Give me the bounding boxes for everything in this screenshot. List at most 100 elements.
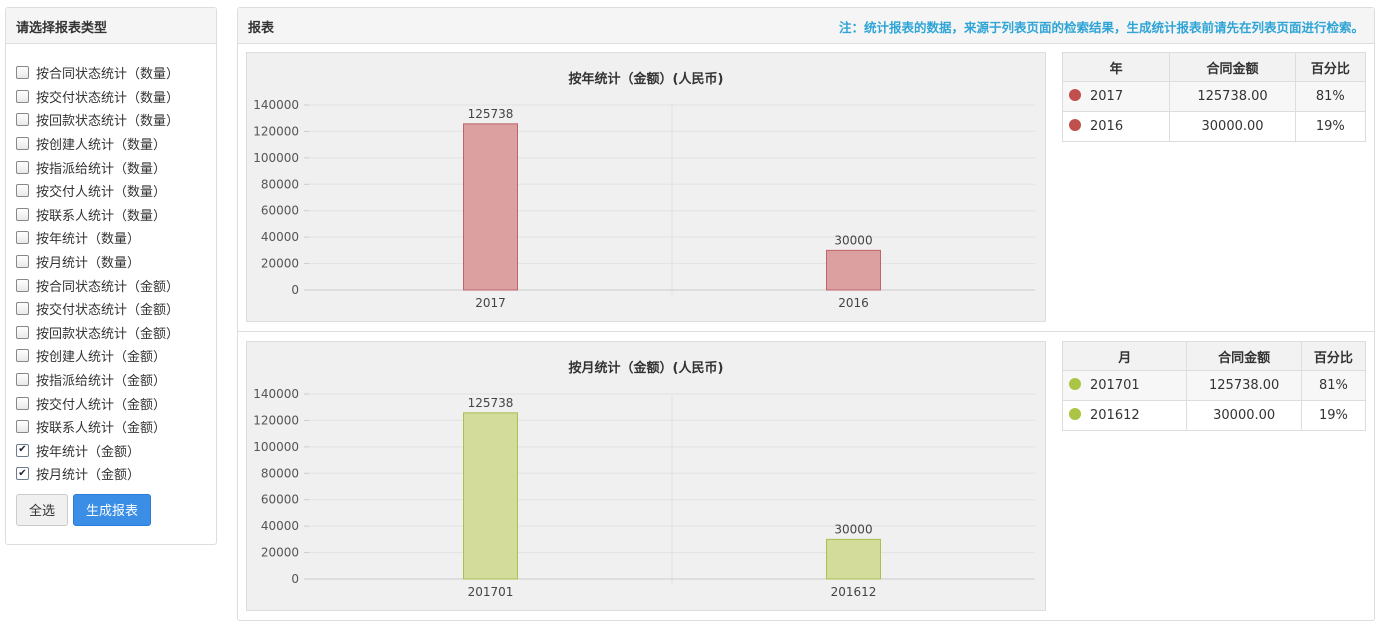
report-type-option-label: 按交付状态统计（数量） [36,90,180,106]
row-label: 201701 [1090,378,1140,393]
x-tick-label: 2016 [838,296,869,310]
report-panel-title: 报表 [248,21,275,36]
report-panel: 报表 注：统计报表的数据，来源于列表页面的检索结果，生成统计报表前请先在列表页面… [237,7,1375,621]
checkbox[interactable] [16,396,29,410]
y-tick-label: 120000 [253,124,299,138]
report-type-option-label: 按创建人统计（金额） [36,350,167,366]
report-type-option[interactable]: 按联系人统计（数量） [16,203,216,227]
month-amount-table: 月 合同金额 百分比 201701 125738.00 81% 201612 3… [1061,341,1367,431]
y-tick-label: 100000 [253,440,299,454]
y-tick-label: 60000 [261,493,299,507]
report-type-option[interactable]: ✔ 按年统计（金额） [16,439,216,463]
checkbox[interactable] [16,231,29,245]
checkbox[interactable] [16,113,29,127]
report-type-option-label: 按联系人统计（金额） [36,421,167,437]
y-tick-label: 0 [291,283,299,297]
month-amount-chart: 按月统计（金额）(人民币) 0 20000 40000 60000 80000 100000… [246,341,1046,611]
report-note: 注：统计报表的数据，来源于列表页面的检索结果，生成统计报表前请先在列表页面进行检… [838,20,1364,35]
table-header: 百分比 [1294,52,1367,82]
report-type-option[interactable]: 按年统计（数量） [16,226,216,250]
row-label: 2017 [1090,89,1124,104]
month-report-section: 按月统计（金额）(人民币) 0 20000 40000 60000 80000 100000… [238,333,1374,621]
report-type-option[interactable]: 按合同状态统计（数量） [16,61,216,85]
report-type-option-label: 按交付人统计（金额） [36,397,167,413]
table-row: 201701 125738.00 81% [1061,370,1367,401]
checkbox[interactable] [16,160,29,174]
report-type-option[interactable]: 按交付人统计（金额） [16,391,216,415]
report-type-option[interactable]: 按合同状态统计（金额） [16,273,216,297]
chart-title: 按月统计（金额）(人民币) [569,360,724,376]
y-tick-label: 20000 [261,257,299,271]
checkbox[interactable] [16,255,29,269]
generate-report-button[interactable]: 生成报表 [73,493,151,526]
row-percent: 81% [1294,81,1367,112]
report-type-option[interactable]: 按回款状态统计（金额） [16,321,216,345]
checkbox[interactable] [16,302,29,316]
checkbox-checked[interactable]: ✔ [16,467,29,481]
series-color-dot [1069,408,1081,420]
report-type-option[interactable]: ✔ 按月统计（金额） [16,462,216,486]
bar-201612 [826,538,881,580]
report-type-option[interactable]: 按指派给统计（金额） [16,368,216,392]
row-percent: 19% [1294,111,1367,142]
report-type-option[interactable]: 按联系人统计（金额） [16,415,216,439]
y-tick-label: 40000 [261,519,299,533]
report-type-option[interactable]: 按交付状态统计（金额） [16,297,216,321]
checkbox[interactable] [16,184,29,198]
row-amount: 125738.00 [1186,370,1302,401]
report-type-option-label: 按回款状态统计（金额） [36,326,180,342]
report-type-option-label: 按月统计（数量） [36,256,141,272]
table-header: 百分比 [1300,341,1367,371]
y-tick-label: 120000 [253,413,299,427]
report-type-option[interactable]: 按指派给统计（数量） [16,155,216,179]
table-row: 2016 30000.00 19% [1061,111,1367,142]
report-type-panel: 请选择报表类型 按合同状态统计（数量） 按交付状态统计（数量） 按回款状态统计（数量… [5,7,217,545]
checkbox[interactable] [16,373,29,387]
report-type-option[interactable]: 按月统计（数量） [16,250,216,274]
table-row: 2017 125738.00 81% [1061,81,1367,112]
select-all-button[interactable]: 全选 [16,493,68,526]
chart-title: 按年统计（金额）(人民币) [569,71,724,87]
checkbox[interactable] [16,137,29,151]
row-amount: 125738.00 [1169,81,1296,112]
checkbox-checked[interactable]: ✔ [16,443,29,457]
report-type-option[interactable]: 按交付人统计（数量） [16,179,216,203]
bar-value-label: 30000 [834,522,872,536]
table-header: 月 [1061,341,1188,371]
checkbox[interactable] [16,420,29,434]
report-type-option-label: 按指派给统计（数量） [36,161,167,177]
series-color-dot [1069,89,1081,101]
checkbox[interactable] [16,207,29,221]
checkbox[interactable] [16,278,29,292]
checkbox[interactable] [16,89,29,103]
checkbox[interactable] [16,325,29,339]
table-header: 年 [1061,52,1171,82]
year-amount-chart-svg: 按年统计（金额）(人民币) 0 20000 40000 60000 80000 100000… [253,71,1035,310]
y-tick-label: 0 [291,572,299,586]
y-tick-label: 20000 [261,546,299,560]
series-color-dot [1069,378,1081,390]
report-type-option[interactable]: 按创建人统计（数量） [16,132,216,156]
row-label: 2016 [1090,119,1124,134]
report-type-option-label: 按联系人统计（数量） [36,208,167,224]
row-percent: 19% [1300,400,1367,431]
report-type-option[interactable]: 按交付状态统计（数量） [16,85,216,109]
y-tick-label: 80000 [261,177,299,191]
table-header: 合同金额 [1169,52,1296,82]
report-type-option-label: 按年统计（数量） [36,232,141,248]
bar-2016 [826,249,881,291]
report-type-option[interactable]: 按回款状态统计（数量） [16,108,216,132]
bar-value-label: 30000 [834,233,872,247]
report-type-list: 按合同状态统计（数量） 按交付状态统计（数量） 按回款状态统计（数量） 按创建人统计（… [6,44,216,486]
y-tick-label: 100000 [253,151,299,165]
year-amount-chart: 按年统计（金额）(人民币) 0 20000 40000 60000 80000 100000… [246,52,1046,322]
report-type-option-label: 按年统计（金额） [36,444,141,460]
report-type-option[interactable]: 按创建人统计（金额） [16,344,216,368]
checkbox[interactable] [16,349,29,363]
x-tick-label: 2017 [475,296,506,310]
row-percent: 81% [1300,370,1367,401]
x-tick-label: 201701 [468,585,514,599]
report-type-option-label: 按合同状态统计（数量） [36,67,180,83]
report-type-option-label: 按合同状态统计（金额） [36,279,180,295]
checkbox[interactable] [16,66,29,80]
